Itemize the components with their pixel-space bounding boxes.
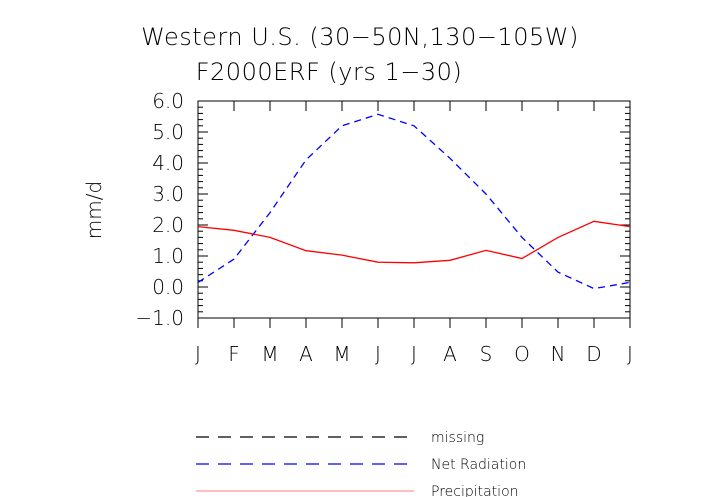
x-tick-label: J (195, 342, 201, 366)
series-line-net-radiation (197, 113, 631, 290)
x-tick-label: N (551, 342, 566, 366)
chart-subtitle: F2000ERF (yrs 1−30) (196, 58, 463, 86)
x-tick-label: A (443, 342, 457, 366)
x-tick-label: J (627, 342, 633, 366)
plot-frame (197, 100, 631, 319)
x-tick-label: F (228, 342, 240, 366)
y-tick-label: 0.0 (152, 275, 184, 299)
x-tick-label: J (375, 342, 381, 366)
plot-area: 6.05.04.03.02.01.00.0−1.0J F M A M J J A S O N D J (135, 89, 633, 366)
y-axis-label: mm/d (82, 181, 106, 239)
x-tick-label: S (480, 342, 493, 366)
chart-title: Western U.S. (30−50N,130−105W) (141, 23, 579, 51)
x-tick-label: A (299, 342, 313, 366)
series-line-precipitation (197, 220, 631, 264)
y-tick-label: 4.0 (152, 151, 184, 175)
x-tick-label: O (514, 342, 530, 366)
y-tick-label: 5.0 (152, 120, 184, 144)
legend-label: Precipitation (431, 484, 519, 497)
x-tick-label: M (261, 342, 278, 366)
x-tick-label: M (333, 342, 350, 366)
y-tick-label: 1.0 (152, 244, 184, 268)
y-tick-label: −1.0 (135, 306, 184, 330)
legend-label: Net Radiation (431, 457, 526, 473)
y-tick-label: 2.0 (152, 213, 184, 237)
legend-label: missing (431, 430, 484, 446)
x-tick-label: J (411, 342, 417, 366)
y-tick-label: 6.0 (152, 89, 184, 113)
x-tick-label: D (586, 342, 601, 366)
legend: missing Net Radiation Precipitation (196, 430, 526, 497)
y-tick-label: 3.0 (152, 182, 184, 206)
